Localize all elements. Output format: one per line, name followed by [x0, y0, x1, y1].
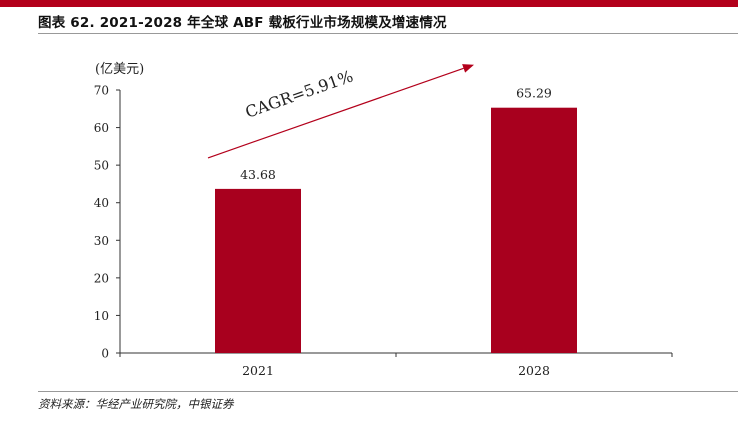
y-tick-label: 40	[94, 196, 109, 210]
cagr-annotation: CAGR=5.91%	[243, 66, 356, 121]
y-axis-unit-label: (亿美元)	[95, 62, 144, 77]
top-accent-band	[0, 0, 738, 7]
y-tick-label: 10	[94, 309, 109, 323]
bar-chart: (亿美元) 0 10 20 30 40 50 60 70 2021 2028 43.68 65.2…	[94, 62, 673, 378]
data-label-2021: 43.68	[240, 167, 276, 182]
data-label-2028: 65.29	[516, 86, 552, 101]
source-divider	[38, 391, 738, 392]
y-axis-ticks: 0 10 20 30 40 50 60 70	[94, 84, 120, 361]
y-tick-label: 0	[101, 347, 109, 361]
bars-group	[215, 107, 577, 354]
x-tick-label: 2028	[518, 363, 550, 378]
cagr-arrowhead	[462, 64, 474, 73]
y-tick-label: 50	[94, 159, 109, 173]
bar-2021	[215, 188, 301, 353]
y-tick-label: 20	[94, 271, 109, 285]
bar-2028	[491, 107, 577, 354]
source-note: 资料来源：华经产业研究院，中银证券	[38, 397, 234, 411]
title-divider	[38, 33, 738, 34]
y-tick-label: 30	[94, 234, 109, 248]
y-tick-label: 60	[94, 121, 109, 135]
data-labels: 43.68 65.29	[240, 86, 552, 182]
x-axis-labels: 2021 2028	[119, 353, 673, 378]
x-tick-label: 2021	[242, 363, 274, 378]
cagr-arrow	[207, 67, 464, 159]
y-tick-label: 70	[94, 84, 109, 98]
figure-title: 图表 62. 2021-2028 年全球 ABF 载板行业市场规模及增速情况	[38, 15, 447, 31]
